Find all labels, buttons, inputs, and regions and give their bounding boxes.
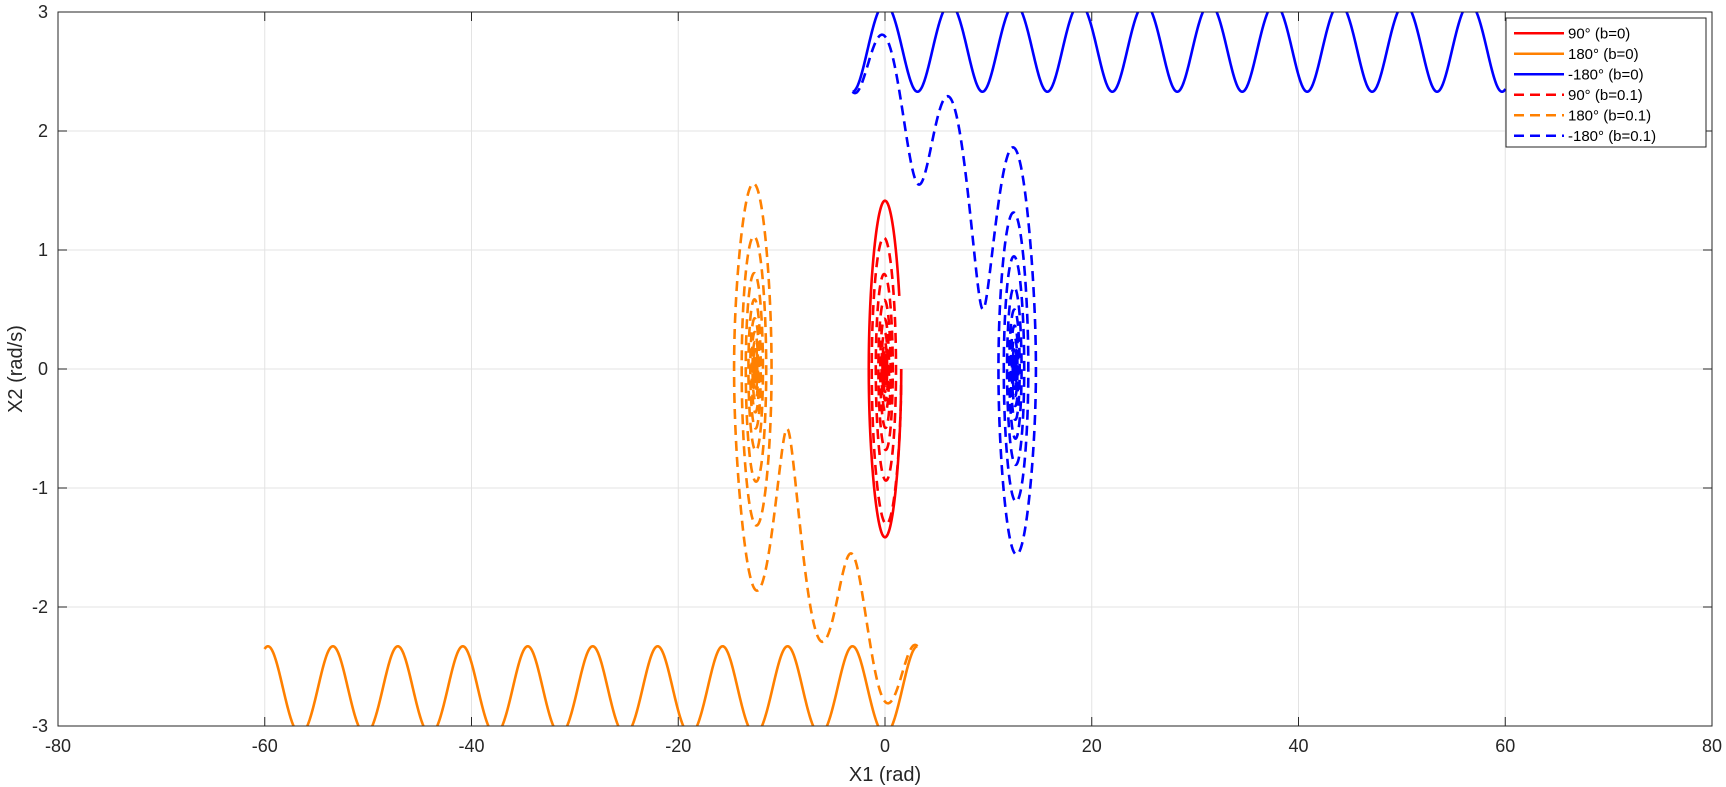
y-tick-label: -3 <box>32 716 48 736</box>
x-tick-label: -40 <box>458 736 484 756</box>
x-tick-label: 80 <box>1702 736 1722 756</box>
x-axis-title: X1 (rad) <box>849 764 921 786</box>
series-line <box>870 236 903 526</box>
y-tick-label: -2 <box>32 597 48 617</box>
legend-entry-label: 90° (b=0.1) <box>1568 87 1643 104</box>
y-tick-label: 3 <box>38 2 48 22</box>
series-line <box>263 644 919 726</box>
x-tick-label: -60 <box>252 736 278 756</box>
y-tick-label: 0 <box>38 359 48 379</box>
x-tick-label: 60 <box>1495 736 1515 756</box>
x-tick-label: 20 <box>1082 736 1102 756</box>
y-tick-label: -1 <box>32 478 48 498</box>
legend: 90° (b=0) 180° (b=0) -180° (b=0) 90° (b=0.1… <box>1505 17 1707 148</box>
data-series <box>263 12 1507 726</box>
y-tick-label: 1 <box>38 240 48 260</box>
legend-entry-label: 90° (b=0) <box>1568 25 1630 42</box>
legend-entry-label: 180° (b=0.1) <box>1568 107 1651 124</box>
legend-entry-label: -180° (b=0) <box>1568 66 1644 83</box>
series-line <box>732 182 919 705</box>
legend-box <box>1505 17 1707 148</box>
series-line <box>851 12 1507 94</box>
x-tick-label: 0 <box>880 736 890 756</box>
y-tick-label: 2 <box>38 121 48 141</box>
series-line <box>851 33 1038 556</box>
x-tick-label: -20 <box>665 736 691 756</box>
axis-ticks <box>57 11 1713 727</box>
legend-entry-label: 180° (b=0) <box>1568 46 1639 63</box>
x-tick-label: 40 <box>1288 736 1308 756</box>
legend-entry-label: -180° (b=0.1) <box>1568 128 1656 145</box>
tick-labels: -80 -60 -40 -20 0 20 40 60 80 -3 -2 -1 0 1 2 3 <box>32 2 1722 756</box>
x-tick-label: -80 <box>45 736 71 756</box>
y-axis-title: X2 (rad/s) <box>5 325 27 413</box>
